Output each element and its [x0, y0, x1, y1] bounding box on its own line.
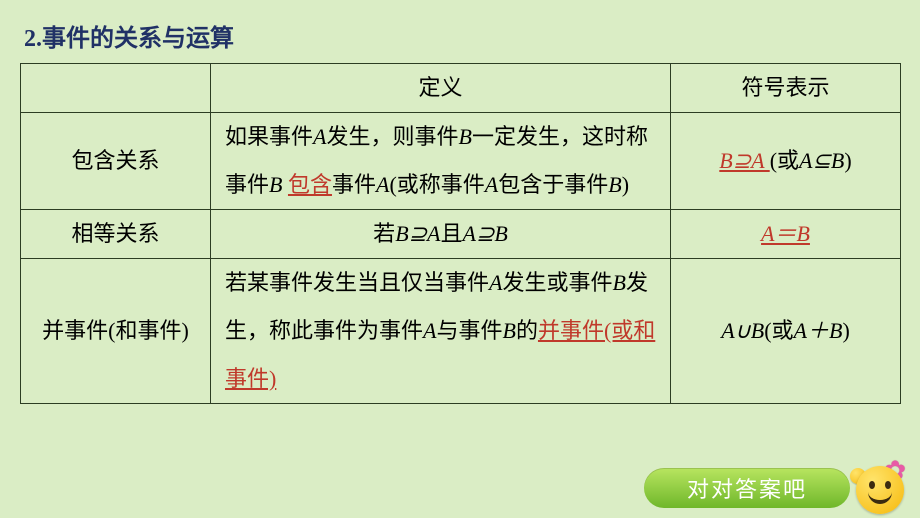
- section-title: 2.事件的关系与运算: [24, 18, 900, 53]
- footer-decoration: 对对答案吧 ✿: [624, 456, 914, 514]
- row-def: 若B⊇A且A⊇B: [211, 209, 671, 258]
- header-blank: [21, 64, 211, 113]
- relations-table: 定义 符号表示 包含关系 如果事件A发生，则事件B一定发生，这时称事件B 包含事…: [20, 63, 901, 404]
- row-def: 如果事件A发生，则事件B一定发生，这时称事件B 包含事件A(或称事件A包含于事件…: [211, 112, 671, 209]
- row-name: 相等关系: [21, 209, 211, 258]
- header-sym: 符号表示: [671, 64, 901, 113]
- table-row: 包含关系 如果事件A发生，则事件B一定发生，这时称事件B 包含事件A(或称事件A…: [21, 112, 901, 209]
- header-def: 定义: [211, 64, 671, 113]
- emoji-icon: ✿: [846, 456, 908, 514]
- table-row: 并事件(和事件) 若某事件发生当且仅当事件A发生或事件B发生，称此事件为事件A与…: [21, 258, 901, 403]
- row-def: 若某事件发生当且仅当事件A发生或事件B发生，称此事件为事件A与事件B的并事件(或…: [211, 258, 671, 403]
- table-row: 定义 符号表示: [21, 64, 901, 113]
- row-name: 包含关系: [21, 112, 211, 209]
- row-sym: A＝B: [671, 209, 901, 258]
- answer-bubble[interactable]: 对对答案吧: [644, 468, 850, 508]
- row-sym: A∪B(或A＋B): [671, 258, 901, 403]
- table-row: 相等关系 若B⊇A且A⊇B A＝B: [21, 209, 901, 258]
- row-name: 并事件(和事件): [21, 258, 211, 403]
- row-sym: B⊇A (或A⊆B): [671, 112, 901, 209]
